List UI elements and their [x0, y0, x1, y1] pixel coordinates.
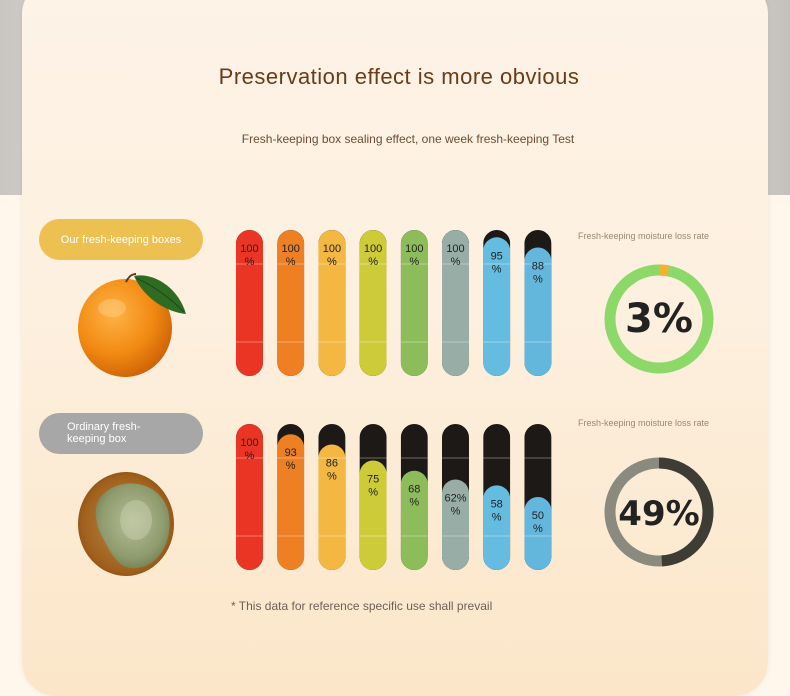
ordinary-moisture-ring: 49%	[604, 457, 714, 567]
ours-bar-label-2: 100%	[323, 243, 341, 268]
ours-bar-label-6: 95%	[491, 250, 503, 275]
ours-bar-label-3: 100%	[364, 243, 382, 268]
ours-legend-label: Our fresh-keeping boxes	[60, 233, 182, 246]
ordinary-ring-loss	[604, 457, 714, 567]
moldy-orange-icon	[78, 472, 174, 576]
ours-legend-pill: Our fresh-keeping boxes	[39, 219, 203, 260]
ordinary-bar-2	[318, 444, 346, 570]
ordinary-ring-value: 49%	[618, 494, 699, 534]
ordinary-bar-label-1: 93%	[285, 447, 297, 472]
ordinary-legend-pill: Ordinary fresh-keeping box	[39, 413, 203, 454]
ours-bar-label-1: 100%	[282, 243, 300, 268]
ours-bar-label-5: 100%	[446, 243, 464, 268]
ordinary-bar-label-6: 58%	[491, 498, 503, 523]
ordinary-bar-label-0: 100%	[240, 437, 258, 462]
ordinary-bar-label-5: 62%%	[444, 492, 466, 517]
ours-ring-value: 3%	[625, 296, 693, 342]
ordinary-bar-chart: 100% 93% 86% 75% 68% 62% % 58% 50%	[236, 424, 552, 570]
ordinary-ring-caption: Fresh-keeping moisture loss rate	[578, 418, 710, 428]
ours-ring-caption: Fresh-keeping moisture loss rate	[578, 231, 710, 241]
ours-bar-4	[400, 230, 428, 376]
footnote: * This data for reference specific use s…	[231, 599, 493, 613]
ordinary-bar-3	[359, 460, 387, 570]
ordinary-bar-6	[483, 485, 511, 570]
ours-bar-label-0: 100%	[240, 243, 258, 268]
orange-icon	[78, 273, 186, 377]
ours-bar-0	[236, 230, 263, 376]
page-title: Preservation effect is more obvious	[218, 64, 580, 89]
ours-bar-3	[359, 230, 387, 376]
ordinary-bar-label-2: 86%	[326, 457, 338, 482]
ordinary-legend-label: Ordinary fresh-keeping box	[67, 421, 141, 445]
ordinary-bar-label-4: 68%	[408, 484, 420, 509]
ours-moisture-ring: 3%	[604, 264, 714, 374]
ours-bar-label-7: 88%	[532, 261, 544, 286]
ordinary-bar-7	[524, 497, 552, 570]
ours-bar-chart: 100 % 100 % 100 % 100 % 100 % 100% 95% 88%	[236, 230, 552, 376]
ours-ring-loss	[604, 264, 714, 374]
ours-bar-6	[483, 237, 511, 376]
page-subtitle: Fresh-keeping box sealing effect, one we…	[241, 132, 575, 146]
ours-bar-5	[442, 230, 469, 376]
ordinary-bar-5	[442, 479, 469, 570]
ordinary-bar-1	[277, 434, 305, 570]
ours-bar-7	[524, 247, 552, 376]
ours-bar-label-4: 100%	[405, 243, 423, 268]
ours-bar-1	[277, 230, 305, 376]
ours-bar-2	[318, 230, 346, 376]
ordinary-bar-label-3: 75%	[367, 474, 379, 499]
ordinary-bar-label-7: 50%	[532, 510, 544, 535]
ordinary-bar-4	[400, 470, 428, 570]
ordinary-bar-0	[236, 424, 263, 570]
